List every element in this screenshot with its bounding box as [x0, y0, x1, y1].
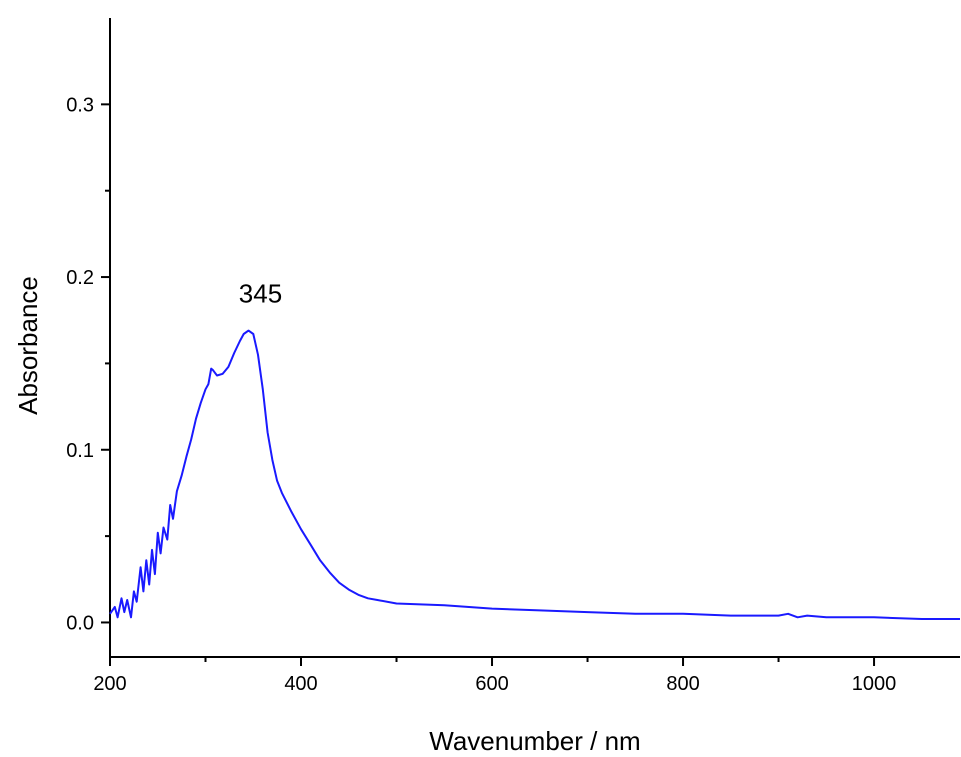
y-axis-title: Absorbance — [13, 276, 43, 415]
x-axis-ticks: 200 400 600 800 1000 — [93, 657, 896, 695]
y-tick-label: 0.2 — [66, 267, 94, 289]
absorbance-series-line — [109, 329, 960, 620]
x-axis-title: Wavenumber / nm — [429, 726, 640, 756]
y-tick-label: 0.0 — [66, 612, 94, 634]
axes — [109, 18, 960, 658]
plot-area — [109, 329, 960, 620]
x-tick-label: 600 — [475, 673, 508, 695]
peak-annotation: 345 — [239, 279, 282, 309]
y-tick-label: 0.1 — [66, 440, 94, 462]
annotations: 345 — [239, 279, 282, 309]
x-tick-label: 800 — [666, 673, 699, 695]
y-axis-ticks: 0.0 0.1 0.2 0.3 — [66, 94, 110, 634]
y-tick-label: 0.3 — [66, 94, 94, 116]
x-tick-label: 200 — [93, 673, 126, 695]
x-tick-label: 400 — [284, 673, 317, 695]
x-tick-label: 1000 — [852, 673, 897, 695]
